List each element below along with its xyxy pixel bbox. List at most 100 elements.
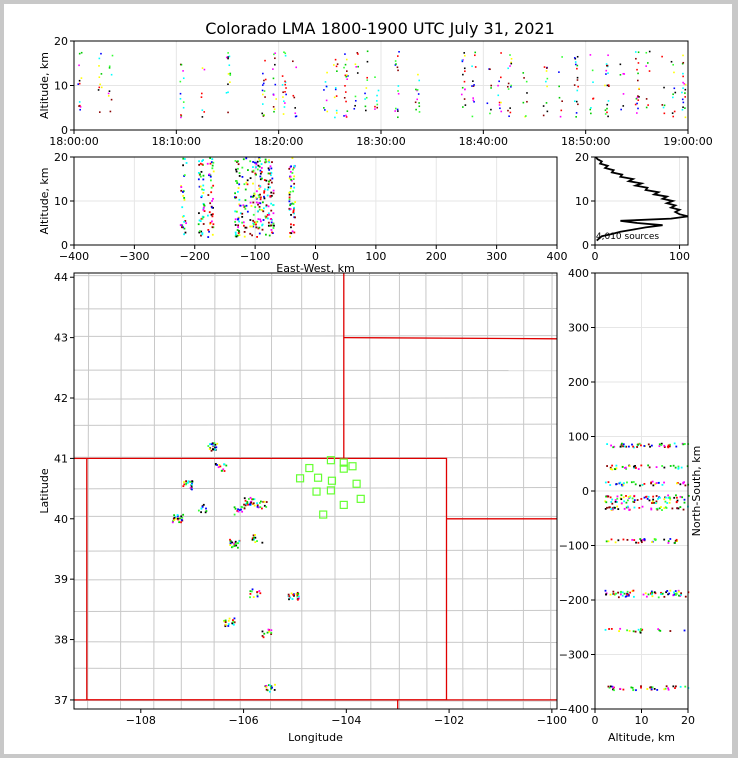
lightning-source-mark [684, 107, 686, 109]
lightning-source-mark [650, 590, 653, 593]
lightning-source-mark [284, 91, 286, 93]
lightning-source-mark [262, 636, 265, 639]
lightning-source-mark [238, 220, 241, 223]
lightning-source-mark [257, 164, 260, 167]
lightning-source-mark [631, 590, 634, 593]
lightning-source-mark [211, 164, 214, 167]
lightning-source-mark [639, 484, 641, 487]
lightning-source-mark [619, 63, 622, 66]
lightning-source-mark [258, 226, 261, 229]
lightning-source-mark [640, 685, 642, 688]
lightning-source-mark [416, 98, 419, 101]
lightning-source-mark [617, 591, 619, 594]
lightning-source-mark [270, 167, 273, 170]
lightning-source-mark [610, 628, 613, 630]
altitude-histogram-panel: 0 100 0 10 20 4,010 sources [575, 151, 690, 263]
lightning-source-mark [651, 500, 654, 503]
lightning-source-mark [668, 496, 671, 499]
lightning-source-mark [259, 178, 262, 181]
lightning-source-mark [667, 688, 670, 691]
lightning-source-mark [633, 465, 635, 468]
lightning-source-mark [636, 112, 638, 114]
lightning-source-mark [252, 536, 255, 539]
lightning-source-mark [268, 213, 271, 216]
lightning-source-mark [293, 594, 295, 597]
lightning-source-mark [180, 63, 183, 66]
lightning-source-mark [207, 236, 210, 238]
lightning-source-mark [335, 65, 338, 68]
lightning-source-mark [629, 591, 632, 594]
lightning-source-mark [201, 217, 204, 220]
lightning-source-mark [249, 232, 252, 235]
northsouth-tick-label: −300 [559, 649, 589, 662]
lightning-source-mark [604, 628, 607, 631]
lightning-source-mark [284, 83, 287, 86]
lightning-source-mark [542, 105, 545, 107]
lightning-source-mark [462, 59, 464, 61]
lightning-source-mark [259, 169, 262, 172]
lightning-source-mark [394, 64, 397, 66]
lightning-source-mark [460, 93, 463, 96]
lightning-source-mark [606, 506, 608, 509]
lightning-source-mark [574, 61, 577, 63]
lightning-source-mark [343, 66, 345, 69]
lightning-source-mark [197, 178, 200, 181]
lightning-source-mark [558, 71, 560, 73]
lightning-source-mark [246, 502, 249, 505]
lightning-source-mark [234, 543, 237, 545]
lma-station-marker [339, 500, 348, 509]
lightning-source-mark [207, 214, 209, 217]
lightning-source-mark [366, 76, 368, 79]
lightning-source-mark [623, 445, 626, 448]
lightning-source-mark [282, 96, 284, 98]
lma-station-marker [319, 510, 328, 519]
lightning-source-mark [364, 98, 366, 100]
lightning-source-mark [577, 103, 579, 106]
lightning-source-mark [354, 99, 357, 102]
county-border [74, 397, 557, 400]
lightning-source-mark [245, 204, 248, 207]
lightning-source-mark [207, 194, 210, 196]
lightning-source-mark [660, 506, 662, 508]
lightning-source-mark [290, 232, 293, 235]
lightning-source-mark [270, 631, 273, 634]
lightning-source-mark [289, 208, 292, 210]
lightning-source-mark [543, 66, 546, 68]
lightning-source-mark [284, 102, 286, 104]
lightning-source-mark [650, 482, 652, 485]
altitude-time-axes [73, 40, 689, 131]
lightning-source-mark [473, 100, 475, 103]
northsouth-axis-label: North-South, km [690, 446, 703, 537]
lightning-source-mark [267, 186, 270, 189]
northsouth-tick-label: 200 [568, 376, 589, 389]
lightning-source-mark [182, 513, 185, 516]
lightning-source-mark [592, 81, 594, 84]
lightning-source-mark [605, 69, 608, 72]
lightning-source-mark [665, 685, 668, 688]
lightning-source-mark [628, 630, 631, 632]
lightning-source-mark [355, 66, 358, 68]
lightning-source-mark [272, 192, 275, 195]
lightning-source-mark [667, 542, 670, 544]
lightning-source-mark [202, 503, 205, 506]
lightning-source-mark [620, 502, 623, 505]
lightning-source-mark [272, 189, 275, 192]
lightning-source-mark [216, 442, 219, 445]
lightning-source-mark [227, 73, 230, 75]
lightning-source-mark [98, 65, 100, 67]
lightning-source-mark [645, 98, 648, 100]
lightning-source-mark [631, 686, 634, 689]
lma-station-marker [339, 458, 348, 467]
lightning-source-mark [499, 107, 501, 110]
lightning-source-mark [620, 498, 623, 501]
lightning-source-mark [263, 79, 265, 82]
lightning-source-mark [365, 96, 368, 99]
lightning-source-mark [681, 62, 684, 65]
lightning-source-mark [265, 684, 268, 687]
lightning-source-mark [648, 70, 651, 72]
lightning-source-mark [577, 85, 579, 88]
lightning-source-mark [252, 213, 255, 216]
lightning-source-mark [657, 482, 660, 484]
lightning-source-mark [269, 224, 272, 227]
lightning-source-mark [260, 209, 263, 211]
